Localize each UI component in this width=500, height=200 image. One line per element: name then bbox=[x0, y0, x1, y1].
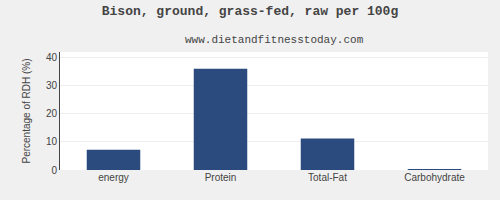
svg-text:Carbohydrate: Carbohydrate bbox=[404, 172, 465, 183]
svg-text:10: 10 bbox=[46, 136, 58, 147]
svg-text:20: 20 bbox=[46, 108, 58, 119]
svg-text:Bison, ground, grass-fed, raw: Bison, ground, grass-fed, raw per 100g bbox=[102, 4, 399, 19]
svg-text:30: 30 bbox=[46, 80, 58, 91]
svg-text:40: 40 bbox=[46, 52, 58, 63]
svg-text:www.dietandfitnesstoday.com: www.dietandfitnesstoday.com bbox=[185, 34, 364, 46]
svg-text:Total-Fat: Total-Fat bbox=[308, 172, 347, 183]
svg-text:Percentage of RDH (%): Percentage of RDH (%) bbox=[21, 58, 32, 163]
svg-text:Protein: Protein bbox=[205, 172, 237, 183]
svg-text:energy: energy bbox=[98, 172, 129, 183]
svg-text:0: 0 bbox=[51, 165, 57, 176]
